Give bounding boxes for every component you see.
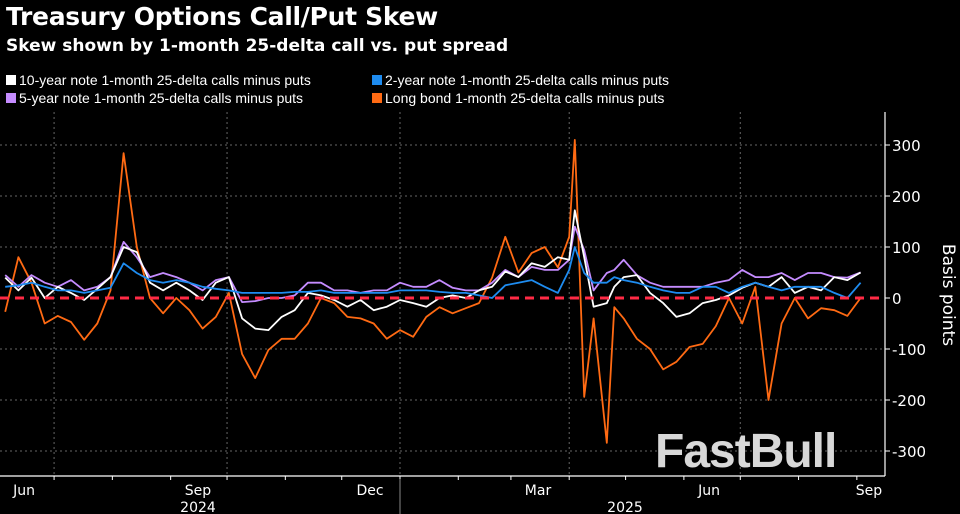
legend-label: 2-year note 1-month 25-delta calls minus… [385,72,670,88]
x-tick-label: Sep [185,483,212,499]
legend-label: Long bond 1-month 25-delta calls minus p… [385,90,665,106]
year-label: 2025 [607,500,643,514]
series-line-10y [4,209,862,331]
x-tick-label: Jun [12,483,35,499]
x-tick-label: Sep [856,483,883,499]
legend-label: 5-year note 1-month 25-delta calls minus… [19,90,304,106]
y-tick-label: -200 [892,392,926,410]
legend-item-5y: 5-year note 1-month 25-delta calls minus… [6,90,303,106]
legend-label: 10-year note 1-month 25-delta calls minu… [19,72,311,88]
y-tick-label: 100 [892,239,921,257]
chart-subtitle: Skew shown by 1-month 25-delta call vs. … [6,36,509,56]
x-tick-label: Mar [525,483,552,499]
y-tick-label: -100 [892,341,926,359]
legend-item-10y: 10-year note 1-month 25-delta calls minu… [6,72,311,88]
year-label: 2024 [180,500,216,514]
legend-swatch [6,75,16,85]
chart-title: Treasury Options Call/Put Skew [6,2,438,31]
y-tick-label: -300 [892,443,926,461]
legend-item-long-bond: Long bond 1-month 25-delta calls minus p… [372,90,664,106]
y-tick-label: 0 [892,290,902,308]
y-axis-label: Basis points [938,243,958,347]
legend-swatch [372,93,382,103]
x-tick-label: Dec [356,483,383,499]
legend-item-2y: 2-year note 1-month 25-delta calls minus… [372,72,669,88]
y-tick-label: 300 [892,137,921,155]
series-line-long-bond [4,139,862,444]
legend-swatch [6,93,16,103]
fastbull-watermark: FastBull [655,425,837,478]
series-line-2y [5,246,862,299]
y-tick-label: 200 [892,188,921,206]
legend-swatch [372,75,382,85]
x-tick-label: Jun [697,483,720,499]
series-line-5y [4,225,861,303]
